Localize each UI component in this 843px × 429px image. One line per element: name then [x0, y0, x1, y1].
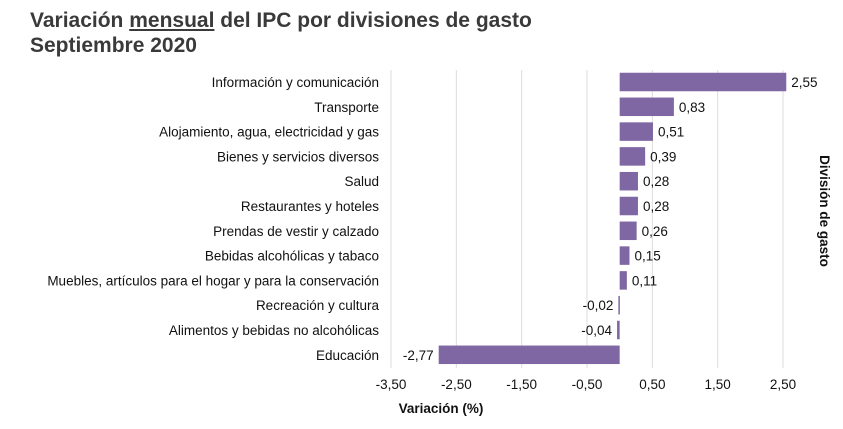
data-labels: 2,55 0,83 0,51 0,39 0,28 0,28 0,26 0,15 0,11 -0,0… [403, 75, 818, 363]
bar [618, 295, 620, 315]
data-label: 0,11 [632, 273, 657, 288]
y-axis-title: División de gasto [817, 155, 832, 267]
category-label: Alimentos y bebidas no alcohólicas [169, 323, 379, 338]
bar [619, 97, 674, 117]
bar [438, 345, 620, 365]
bar [617, 320, 620, 340]
title-part-1: Variación [30, 9, 130, 32]
title-part-3: del IPC por divisiones de gasto [214, 9, 532, 32]
data-label: 2,55 [791, 75, 817, 90]
bar [619, 246, 630, 265]
category-labels: Información y comunicación Transporte Aloj… [47, 75, 379, 363]
data-label: 0,28 [643, 174, 669, 189]
x-axis-title: Variación (%) [399, 401, 484, 416]
category-label: Recreación y cultura [256, 298, 380, 313]
data-label: 0,83 [679, 100, 705, 115]
bar [619, 196, 638, 216]
chart-title: Variación mensual del IPC por divisiones… [30, 8, 532, 58]
data-label: -0,02 [583, 298, 614, 313]
bar [619, 171, 638, 191]
title-part-2: mensual [129, 9, 215, 32]
data-label: 0,26 [642, 224, 668, 239]
x-tick-label: -0,50 [572, 377, 603, 392]
title-line-2: Septiembre 2020 [30, 34, 197, 57]
category-label: Información y comunicación [212, 75, 379, 90]
category-label: Alojamiento, agua, electricidad y gas [159, 125, 379, 140]
gridlines [390, 70, 784, 368]
x-tick-labels: -3,50 -2,50 -1,50 -0,50 0,50 1,50 2,50 [376, 377, 797, 392]
category-label: Muebles, artículos para el hogar y para … [47, 273, 379, 288]
data-label: 0,51 [658, 125, 684, 140]
x-tick-label: -1,50 [506, 377, 537, 392]
category-label: Salud [344, 174, 379, 189]
bar [619, 221, 637, 241]
bar [619, 122, 653, 141]
bar [619, 72, 787, 92]
data-label: 0,28 [643, 199, 669, 214]
x-tick-label: 1,50 [705, 377, 731, 392]
x-tick-label: 2,50 [770, 377, 796, 392]
category-label: Prendas de vestir y calzado [213, 224, 379, 239]
x-tick-label: -2,50 [441, 377, 472, 392]
category-label: Restaurantes y hoteles [241, 199, 379, 214]
category-label: Bienes y servicios diversos [217, 149, 379, 164]
bar [619, 147, 646, 166]
data-label: 0,39 [650, 149, 676, 164]
data-label: 0,15 [634, 249, 660, 264]
category-label: Educación [316, 348, 379, 363]
category-label: Bebidas alcohólicas y tabaco [205, 249, 379, 264]
category-label: Transporte [314, 100, 379, 115]
bar [619, 271, 627, 290]
bars [438, 72, 787, 365]
title-line-1: Variación mensual del IPC por divisiones… [30, 8, 532, 33]
data-label: -0,04 [581, 323, 612, 338]
x-tick-label: 0,50 [639, 377, 665, 392]
x-tick-label: -3,50 [376, 377, 407, 392]
data-label: -2,77 [403, 348, 434, 363]
